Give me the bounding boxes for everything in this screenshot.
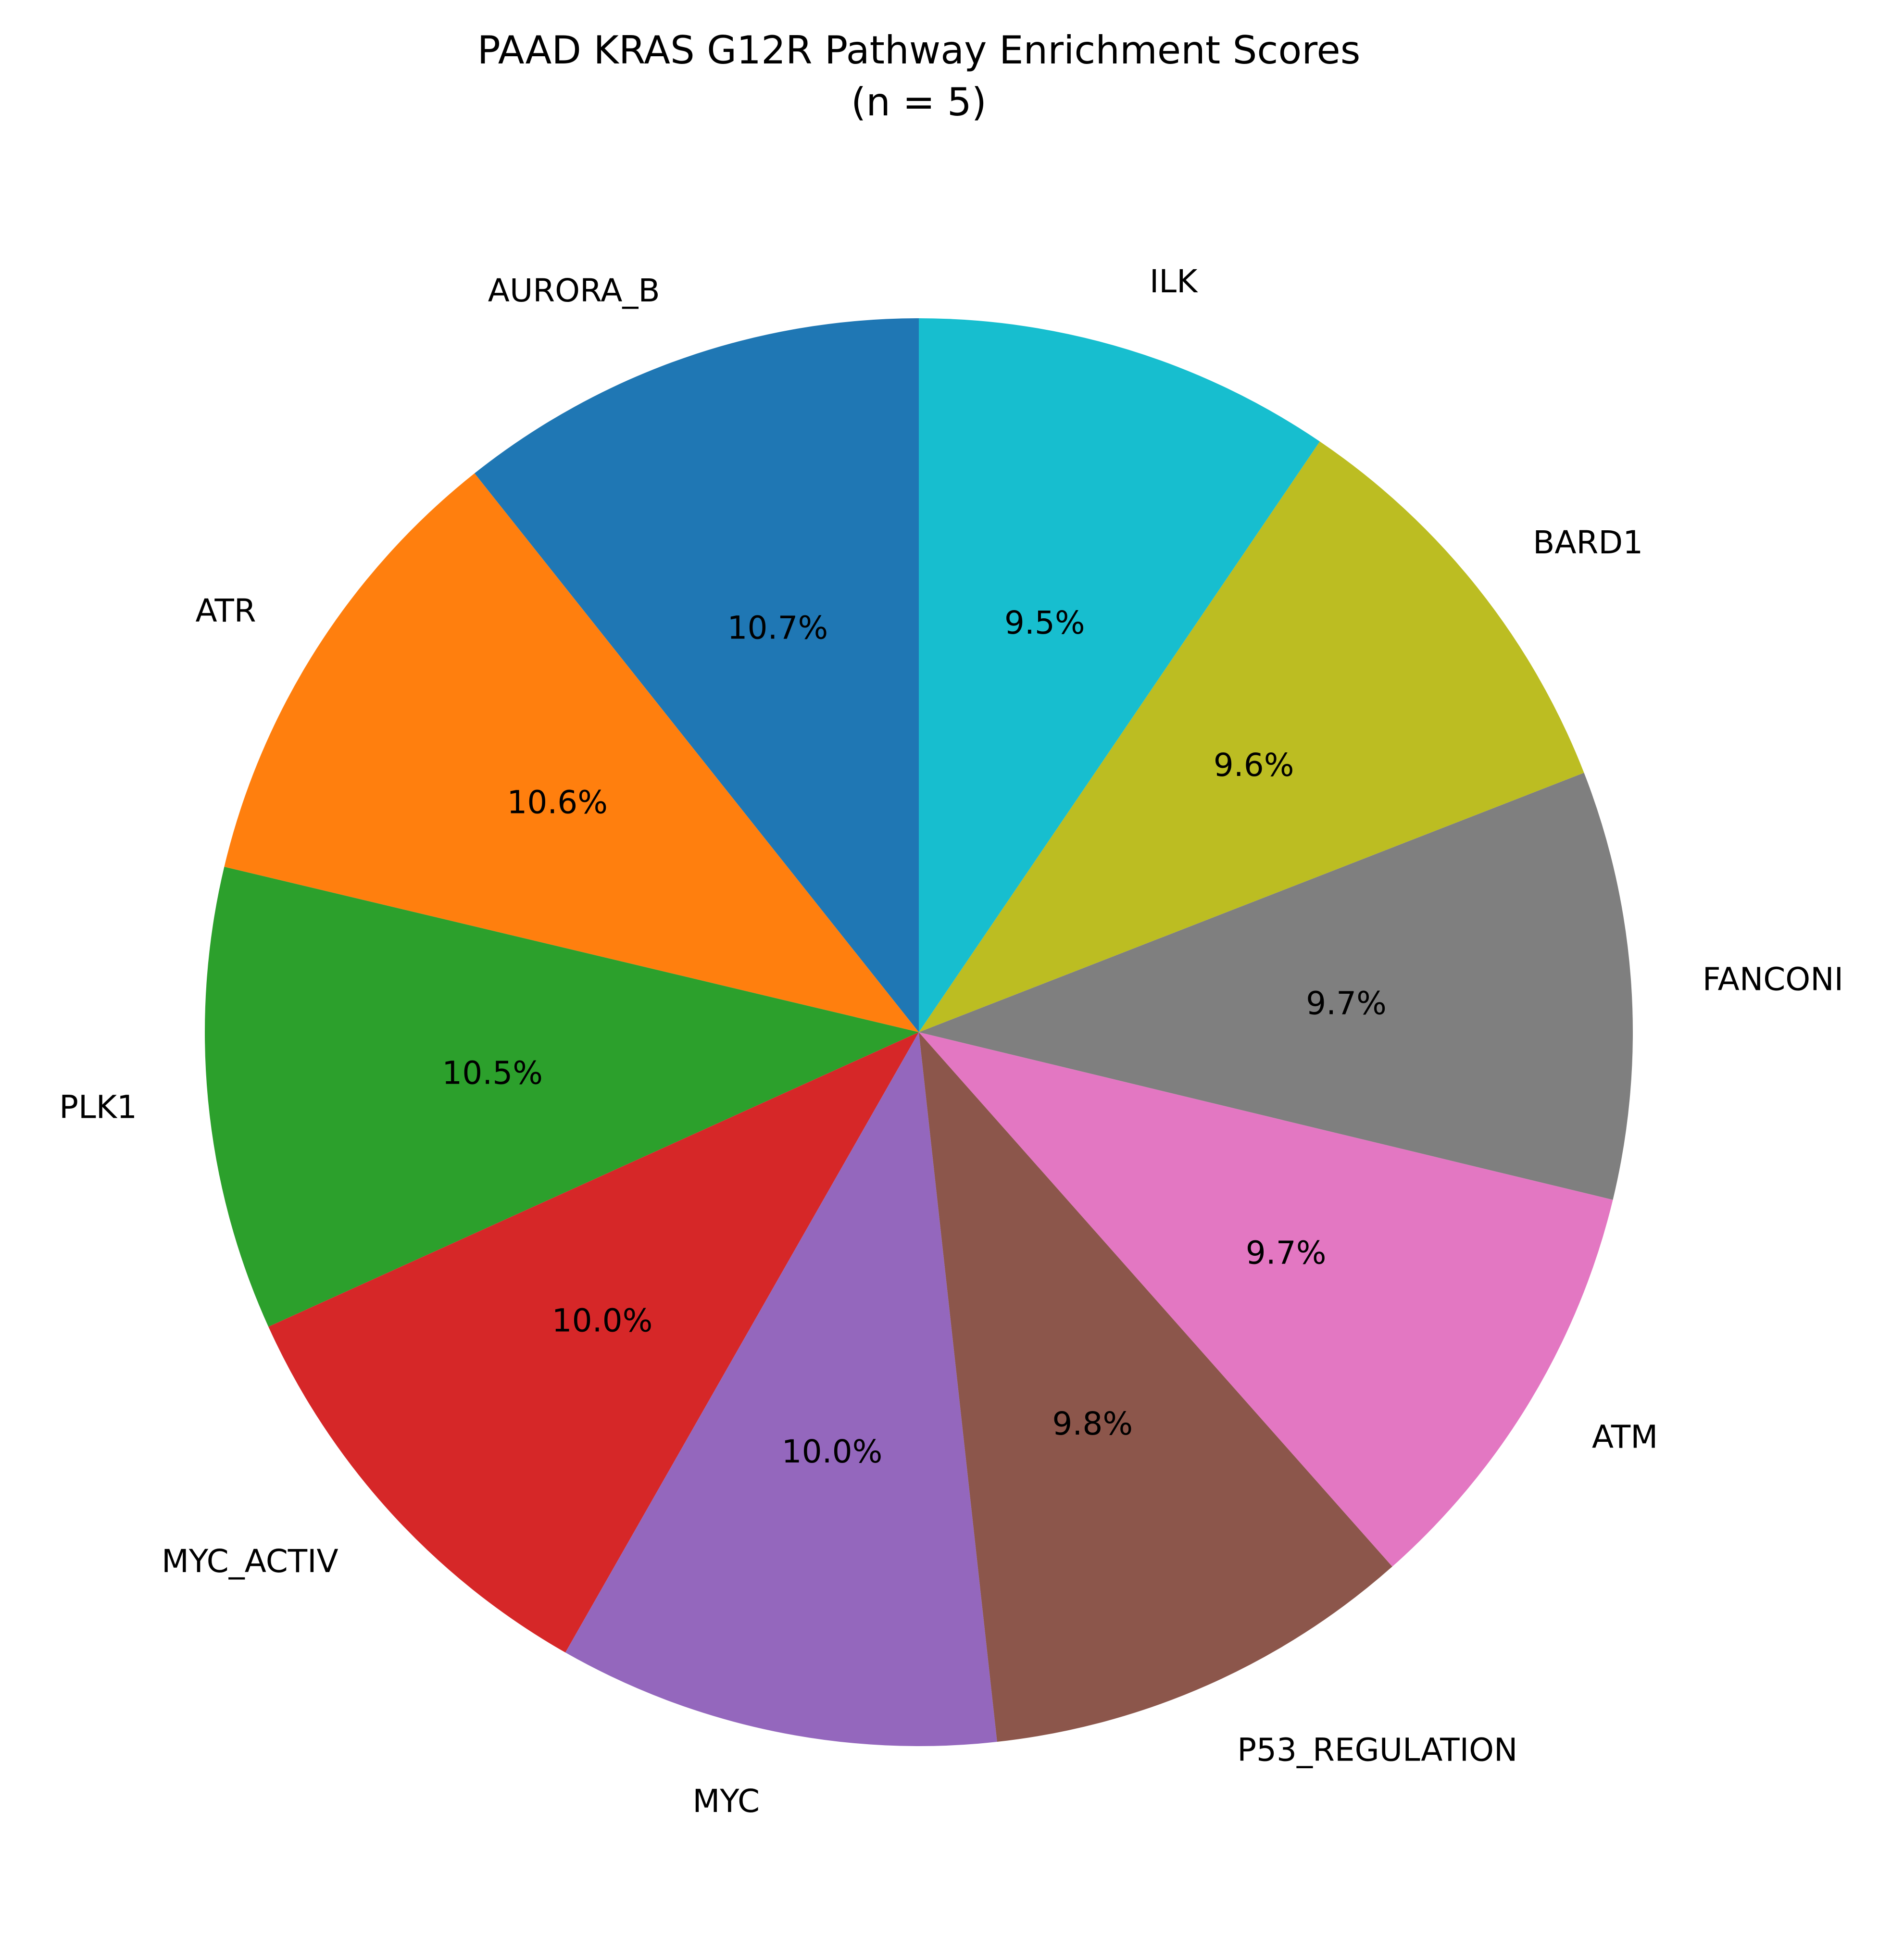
pie-slice-bard1 [919, 441, 1584, 1032]
slice-label-myc-activ: MYC_ACTIV [162, 1543, 338, 1580]
slice-percent-aurora-b: 10.7% [727, 609, 828, 646]
pie-slice-ilk [919, 318, 1320, 1032]
slice-percent-fanconi: 9.7% [1306, 985, 1387, 1022]
pie-slice-myc-activ [268, 1032, 919, 1653]
pie-slice-plk1 [204, 866, 919, 1327]
pie-slice-aurora-b [474, 318, 919, 1032]
slice-percent-atm: 9.7% [1246, 1235, 1327, 1272]
slice-percent-myc-activ: 10.0% [552, 1302, 653, 1339]
pie-labels: AURORA_B 10.7% ATR 10.6% PLK1 10.5% MYC_ACTIV 1… [59, 263, 1843, 1820]
slice-label-atm: ATM [1592, 1418, 1658, 1455]
pie-slice-atr [224, 473, 919, 1032]
slice-percent-atr: 10.6% [507, 784, 608, 821]
slice-label-aurora-b: AURORA_B [488, 272, 660, 309]
slice-label-ilk: ILK [1150, 263, 1198, 300]
slice-label-bard1: BARD1 [1533, 524, 1643, 561]
slice-label-plk1: PLK1 [59, 1089, 137, 1126]
slice-label-p53-regulation: P53_REGULATION [1237, 1732, 1517, 1769]
slice-label-atr: ATR [195, 592, 256, 629]
slice-percent-ilk: 9.5% [1004, 604, 1085, 641]
chart-title: PAAD KRAS G12R Pathway Enrichment Scores [477, 28, 1361, 73]
slice-label-myc: MYC [692, 1783, 760, 1820]
pie-slice-myc [565, 1032, 997, 1746]
chart-subtitle: (n = 5) [851, 80, 987, 125]
slice-percent-plk1: 10.5% [442, 1055, 543, 1092]
pie-slice-atm [919, 1032, 1613, 1567]
slice-percent-bard1: 9.6% [1214, 747, 1294, 784]
slice-percent-myc: 10.0% [782, 1433, 883, 1470]
pie-slice-fanconi [919, 773, 1633, 1200]
slice-percent-p53-regulation: 9.8% [1052, 1405, 1133, 1442]
slice-label-fanconi: FANCONI [1703, 961, 1843, 998]
pie-slice-p53-regulation [919, 1032, 1392, 1742]
pie-slices [204, 318, 1633, 1746]
